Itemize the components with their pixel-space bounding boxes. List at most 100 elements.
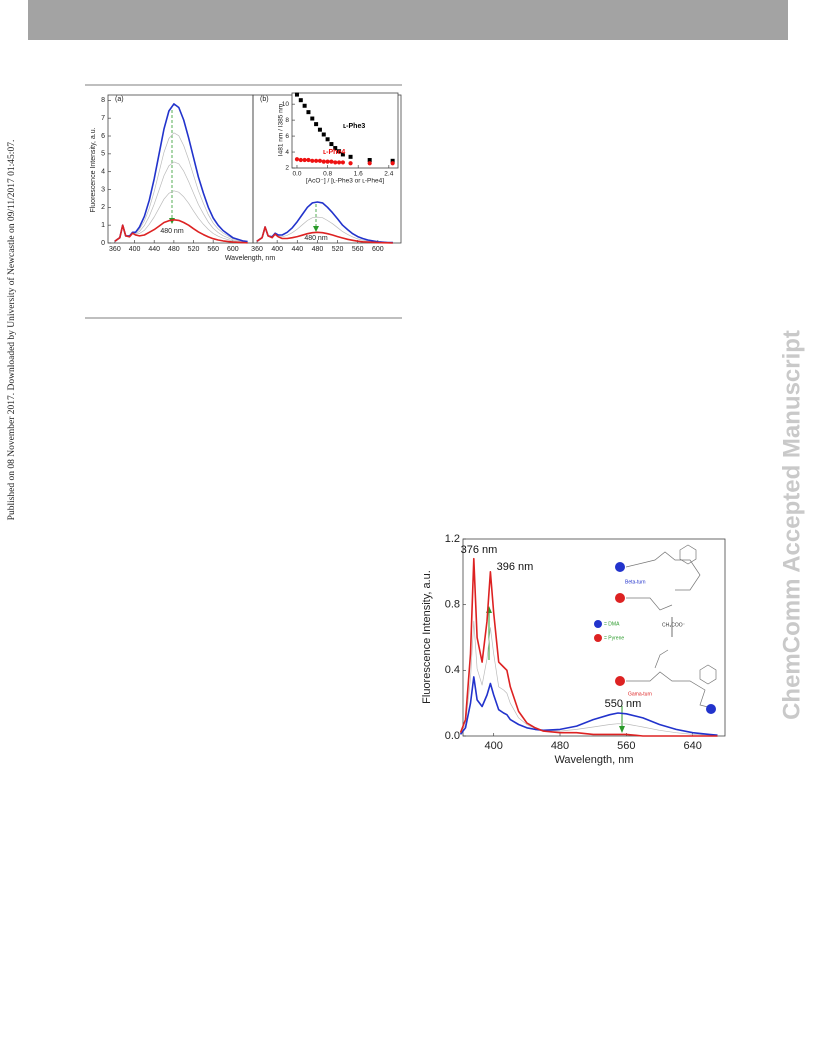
y-tick-label: 0.8: [445, 599, 460, 611]
point: [306, 110, 311, 115]
y-tick-label: 6: [285, 133, 289, 140]
y-tick-label: 8: [285, 117, 289, 124]
point: [302, 103, 307, 108]
point: [325, 137, 330, 142]
y-tick-label: 1.2: [445, 533, 460, 545]
point: [333, 160, 338, 165]
inset-label: Gama-turn: [628, 691, 652, 697]
spectrum-line: [459, 557, 718, 737]
x-tick-label: 400: [129, 246, 141, 253]
point: [310, 158, 315, 163]
point: [306, 157, 311, 163]
plot-frame: [462, 538, 726, 737]
side-note: Published on 08 November 2017. Downloade…: [6, 140, 17, 521]
arrows: [169, 110, 625, 733]
x-tick-label: 600: [227, 246, 239, 253]
x-axis-label: Wavelength, nm: [554, 754, 633, 766]
x-axis-label: Wavelength, nm: [225, 255, 275, 262]
x-tick-label: 600: [372, 246, 384, 253]
y-axis-label: Fluorescence Intensity, a.u.: [421, 570, 433, 704]
point: [310, 116, 315, 121]
point: [314, 122, 319, 127]
x-tick-label: 400: [484, 740, 502, 752]
spectrum-line: [460, 620, 718, 736]
plot-frame: [291, 92, 399, 169]
x-tick-label: 360: [109, 246, 121, 253]
spectrum-line: [114, 219, 248, 244]
x-tick-label: 0.0: [292, 171, 301, 178]
y-tick-label: 4: [101, 169, 105, 176]
x-tick-label: 2.4: [384, 171, 393, 178]
point: [333, 146, 338, 151]
y-tick-label: 5: [101, 151, 105, 158]
point: [314, 158, 319, 163]
x-tick-label: 560: [352, 246, 364, 253]
point: [348, 154, 353, 159]
point: [325, 159, 330, 164]
point: [340, 160, 345, 165]
annotation: 376 nm: [461, 544, 498, 556]
y-tick-label: 2: [101, 204, 105, 211]
point: [337, 149, 342, 154]
y-tick-label: 2: [285, 165, 289, 172]
y-tick-label: 6: [101, 133, 105, 140]
watermark: ChemComm Accepted Manuscript: [778, 330, 805, 720]
x-tick-label: 480: [168, 246, 180, 253]
y-tick-label: 0.4: [445, 664, 460, 676]
annotation: 550 nm: [605, 698, 642, 710]
point: [321, 132, 326, 137]
x-tick-label: 440: [291, 246, 303, 253]
point: [390, 161, 395, 166]
annotation: 480 nm: [304, 235, 328, 242]
series-label: ʟ-Phe4: [323, 149, 345, 156]
point: [329, 142, 334, 147]
y-tick-label: 10: [282, 101, 290, 108]
x-tick-label: 520: [332, 246, 344, 253]
x-tick-label: 400: [271, 246, 283, 253]
y-tick-label: 1: [101, 222, 105, 229]
y-axis-label: I481 nm / I385 nm: [278, 104, 285, 156]
x-tick-label: 560: [617, 740, 635, 752]
y-tick-label: 0.0: [445, 730, 460, 742]
y-tick-label: 0: [101, 240, 105, 247]
panel-label: (a): [115, 96, 124, 103]
y-tick-label: 8: [101, 97, 105, 104]
y-tick-label: 7: [101, 115, 105, 122]
y-tick-label: 4: [285, 149, 289, 156]
inset-label: = Pyrene: [604, 635, 624, 641]
x-tick-label: 1.6: [354, 171, 363, 178]
spectrum-line: [114, 132, 248, 243]
annotation: 480 nm: [160, 228, 184, 235]
point: [294, 157, 300, 162]
x-tick-label: 360: [251, 246, 263, 253]
point: [336, 160, 342, 165]
x-tick-label: 560: [207, 246, 219, 253]
x-tick-label: 480: [312, 246, 324, 253]
spectrum-line: [256, 226, 393, 244]
x-tick-label: 0.8: [323, 171, 332, 178]
y-tick-label: 3: [101, 186, 105, 193]
point: [329, 159, 334, 164]
series-label: ʟ-Phe3: [343, 123, 365, 130]
x-tick-label: 480: [551, 740, 569, 752]
inset-label: Beta-turn: [625, 579, 646, 585]
x-tick-label: 440: [148, 246, 160, 253]
molecule-sketch: [625, 544, 717, 709]
point: [340, 152, 345, 157]
annotation: 396 nm: [497, 561, 534, 573]
inset-label: CH₃COO⁻: [662, 622, 686, 628]
spectrum-line: [459, 676, 718, 736]
point: [390, 158, 395, 163]
x-tick-label: 640: [683, 740, 701, 752]
inset-label: = DMA: [604, 621, 620, 627]
point: [317, 158, 323, 163]
panel-label: (b): [260, 96, 269, 103]
header-bar: [28, 0, 788, 40]
point: [298, 157, 303, 163]
point: [367, 158, 372, 163]
x-axis-label: [AcO⁻] / [ʟ-Phe3 or ʟ-Phe4]: [306, 178, 384, 185]
point: [302, 157, 307, 163]
point: [321, 159, 326, 164]
